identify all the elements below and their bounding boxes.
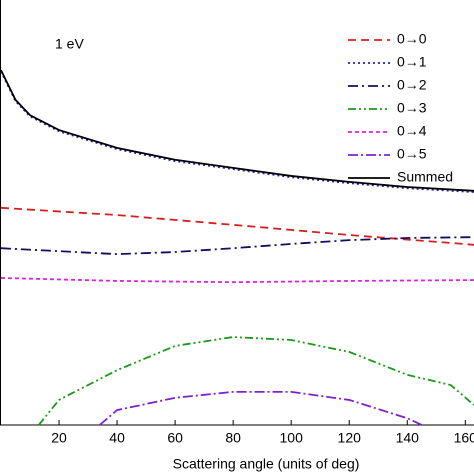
legend-label: 0→0 [397,31,427,47]
series-line [0,236,474,256]
x-tick-label: 80 [225,430,241,446]
x-axis-label: Scattering angle (units of deg) [173,456,360,472]
annotation: 1 eV [55,36,84,52]
legend-label: 0→5 [397,146,427,162]
legend-label: 0→4 [397,123,427,139]
series-line [0,69,474,192]
x-tick-label: 60 [167,430,183,446]
x-tick-label: 120 [338,430,362,446]
series-line [99,390,423,426]
legend-label: 0→3 [397,100,427,116]
series-line [0,71,474,193]
x-tick-label: 140 [396,430,420,446]
series-line [38,336,474,426]
series-line [0,206,474,246]
x-tick-label: 100 [280,430,304,446]
x-tick-label: 20 [51,430,67,446]
legend-label: 0→1 [397,54,427,70]
x-tick-label: 40 [109,430,125,446]
legend-label: 0→2 [397,77,427,93]
x-tick-label: 160 [454,430,474,446]
legend-label: Summed [397,169,453,185]
series-line [0,277,474,284]
